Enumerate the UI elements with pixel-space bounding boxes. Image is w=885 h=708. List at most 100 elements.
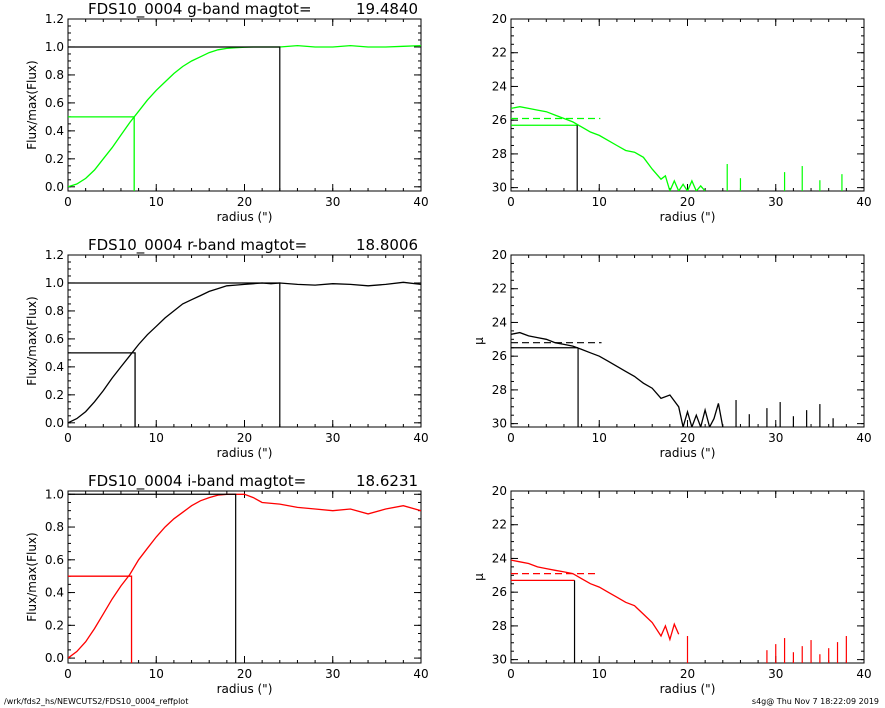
surface-brightness-g-xlabel: radius (")	[660, 210, 716, 224]
y-tick-label: 28	[492, 383, 507, 397]
growth-curve-g-series-line	[68, 44, 421, 188]
y-tick-label: 0.4	[45, 586, 64, 600]
x-tick-label: 20	[680, 667, 695, 681]
growth-curve-g-panel: 0 10 20 30 40 0.0 0.2 0.4 0.6 0.8 1.0 1.2 radius (")…	[25, 0, 429, 224]
surface-brightness-r-frame	[510, 254, 865, 428]
y-tick-label: 26	[492, 349, 507, 363]
x-tick-label: 0	[64, 195, 72, 209]
y-tick-label: 30	[492, 653, 507, 667]
x-tick-label: 40	[856, 431, 871, 445]
surface-brightness-g-series-line	[511, 106, 706, 191]
y-tick-label: 24	[492, 315, 507, 329]
y-tick-label: 26	[492, 585, 507, 599]
surface-brightness-r-xlabel: radius (")	[660, 446, 716, 460]
growth-curve-i-ylabel: Flux/max(Flux)	[25, 532, 39, 621]
x-tick-label: 10	[592, 667, 607, 681]
x-tick-label: 20	[237, 431, 252, 445]
y-tick-label: 26	[492, 113, 507, 127]
x-tick-label: 10	[149, 667, 164, 681]
surface-brightness-i-xlabel: radius (")	[660, 682, 716, 696]
y-tick-label: 0.6	[45, 96, 64, 110]
y-tick-label: 0.4	[45, 360, 64, 374]
x-tick-label: 20	[237, 667, 252, 681]
footer-file-path: /wrk/fds2_hs/NEWCUTS2/FDS10_0004_reffplo…	[4, 697, 189, 706]
x-tick-label: 40	[856, 195, 871, 209]
growth-curve-i-xlabel: radius (")	[217, 682, 273, 696]
y-tick-label: 28	[492, 619, 507, 633]
x-tick-label: 0	[507, 667, 515, 681]
growth-curve-r-ylabel: Flux/max(Flux)	[25, 296, 39, 385]
growth-curve-g-xlabel: radius (")	[217, 210, 273, 224]
y-tick-label: 0.8	[45, 68, 64, 82]
growth-curve-i-magtot-value: 18.6231	[356, 472, 418, 490]
growth-curve-i-total-flux-guide	[68, 493, 237, 663]
y-tick-label: 0.4	[45, 124, 64, 138]
x-tick-label: 40	[856, 667, 871, 681]
y-tick-label: 0.6	[45, 332, 64, 346]
y-tick-label: 20	[492, 484, 507, 498]
x-tick-label: 10	[149, 431, 164, 445]
growth-curve-i-title: FDS10_0004 i-band magtot=	[88, 472, 306, 491]
x-tick-label: 0	[507, 195, 515, 209]
y-tick-label: 20	[492, 248, 507, 262]
growth-curve-r-half-light-guide	[68, 352, 136, 427]
growth-curve-g-ylabel: Flux/max(Flux)	[25, 60, 39, 149]
growth-curve-g-total-flux-guide	[68, 46, 281, 191]
x-tick-label: 30	[768, 195, 783, 209]
y-tick-label: 1.2	[45, 248, 64, 262]
y-tick-label: 0.0	[45, 651, 64, 665]
y-tick-label: 0.2	[45, 388, 64, 402]
growth-curve-r-total-flux-guide	[68, 282, 281, 427]
y-tick-label: 24	[492, 551, 507, 565]
growth-curve-r-magtot-value: 18.8006	[356, 236, 418, 254]
x-tick-label: 20	[237, 195, 252, 209]
y-tick-label: 0.2	[45, 152, 64, 166]
surface-brightness-g-panel: 0 10 20 30 40 20 22 24 26 28 30 radius (")	[492, 12, 872, 224]
growth-curve-i-frame	[67, 490, 422, 664]
y-tick-label: 1.2	[45, 12, 64, 26]
growth-curve-r-series-line	[68, 281, 421, 424]
y-tick-label: 0.8	[45, 520, 64, 534]
x-tick-label: 0	[64, 667, 72, 681]
y-tick-label: 24	[492, 79, 507, 93]
x-tick-label: 30	[325, 431, 340, 445]
growth-curve-g-frame	[67, 18, 422, 192]
x-tick-label: 30	[325, 667, 340, 681]
x-tick-label: 10	[592, 431, 607, 445]
x-tick-label: 0	[507, 431, 515, 445]
surface-brightness-i-ylabel: μ	[472, 573, 486, 581]
growth-curve-i-panel: 0 10 20 30 40 0.0 0.2 0.4 0.6 0.8 1.0 radius (") Flu…	[25, 472, 429, 696]
x-tick-label: 30	[325, 195, 340, 209]
y-tick-label: 28	[492, 147, 507, 161]
y-tick-label: 0.0	[45, 416, 64, 430]
surface-brightness-r-series-line	[511, 331, 724, 427]
x-tick-label: 10	[592, 195, 607, 209]
growth-curve-g-half-light-guide	[68, 116, 135, 191]
y-tick-label: 0.6	[45, 553, 64, 567]
y-tick-label: 0.8	[45, 304, 64, 318]
growth-curve-g-magtot-value: 19.4840	[356, 0, 418, 18]
y-tick-label: 22	[492, 46, 507, 60]
y-tick-label: 0.0	[45, 180, 64, 194]
footer-timestamp: s4g@ Thu Nov 7 18:22:09 2019	[751, 697, 879, 706]
surface-brightness-i-panel: 0 10 20 30 40 20 22 24 26 28 30 radius (") μ	[472, 484, 872, 696]
growth-curve-r-xlabel: radius (")	[217, 446, 273, 460]
growth-curve-g-title: FDS10_0004 g-band magtot=	[88, 0, 312, 19]
surface-brightness-r-panel: 0 10 20 30 40 20 22 24 26 28 30 radius (") μ	[472, 248, 872, 460]
x-tick-label: 40	[413, 667, 428, 681]
y-tick-label: 1.0	[45, 40, 64, 54]
y-tick-label: 1.0	[45, 276, 64, 290]
x-tick-label: 20	[680, 195, 695, 209]
growth-curve-r-panel: 0 10 20 30 40 0.0 0.2 0.4 0.6 0.8 1.0 1.2 radius (")…	[25, 236, 429, 460]
x-tick-label: 40	[413, 431, 428, 445]
surface-brightness-g-frame	[510, 18, 865, 192]
growth-curve-r-frame	[67, 254, 422, 428]
y-tick-label: 1.0	[45, 487, 64, 501]
y-tick-label: 30	[492, 181, 507, 195]
x-tick-label: 30	[768, 667, 783, 681]
y-tick-label: 0.2	[45, 618, 64, 632]
growth-curve-i-series-line	[68, 493, 421, 659]
y-tick-label: 22	[492, 282, 507, 296]
y-tick-label: 22	[492, 518, 507, 532]
